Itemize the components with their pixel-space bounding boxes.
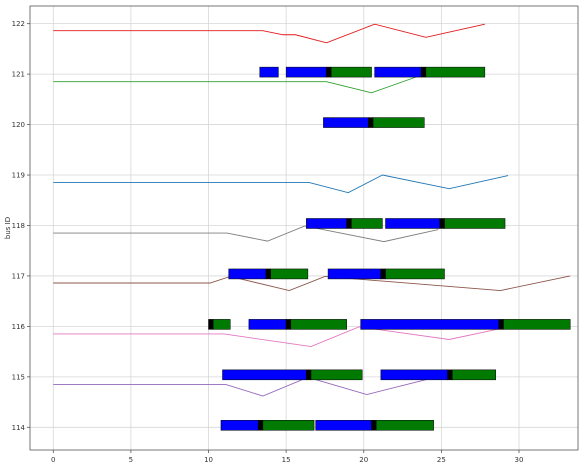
series-line-5 — [53, 275, 571, 292]
gantt-bar-marker — [371, 420, 377, 431]
gantt-bar-secondary — [310, 369, 363, 381]
y-tick-label: 122 — [12, 20, 25, 28]
y-tick-label: 114 — [12, 424, 26, 432]
y-tick-label: 115 — [12, 373, 25, 381]
bar-layer — [208, 66, 571, 431]
gantt-bar-secondary — [262, 420, 315, 431]
gantt-bar-marker — [265, 268, 271, 280]
x-tick-label: 5 — [129, 456, 133, 464]
gantt-bar-secondary — [385, 268, 445, 280]
gantt-bar-secondary — [375, 420, 434, 431]
gantt-bar-primary — [327, 268, 382, 280]
gantt-bar-primary — [374, 66, 422, 78]
gantt-bar-marker — [380, 268, 386, 280]
gantt-bar-secondary — [372, 117, 425, 128]
gantt-bar-primary — [285, 66, 327, 78]
x-tick-label: 10 — [204, 456, 213, 464]
gantt-bar-primary — [222, 369, 307, 381]
x-tick-label: 20 — [359, 456, 368, 464]
gantt-bar-primary — [259, 66, 279, 78]
gantt-bar-secondary — [330, 66, 372, 78]
gantt-bar-primary — [360, 319, 500, 330]
gantt-bar-primary — [306, 218, 347, 229]
series-line-1 — [53, 23, 485, 44]
tick-layer: 0 5 10 15 20 25 30 114 115 116 117 118 119 120 121 122 — [12, 20, 524, 464]
series-line-3 — [53, 174, 509, 194]
gantt-bar-marker — [306, 369, 312, 381]
gantt-bar-marker — [447, 369, 453, 381]
y-tick-label: 120 — [12, 121, 25, 129]
y-tick-label: 116 — [12, 323, 26, 331]
y-tick-label: 119 — [12, 172, 25, 180]
gantt-bar-primary — [228, 268, 267, 280]
gantt-bar-secondary — [444, 218, 506, 229]
series-line-7 — [53, 376, 436, 397]
y-axis-label: bus ID — [4, 217, 12, 239]
gantt-bar-secondary — [270, 268, 309, 280]
gantt-bar-secondary — [452, 369, 496, 381]
gantt-bar-marker — [208, 319, 214, 330]
gantt-bar-marker — [326, 66, 332, 78]
gantt-bar-secondary — [425, 66, 486, 78]
gantt-bar-marker — [439, 218, 445, 229]
y-tick-label: 121 — [12, 71, 25, 79]
y-tick-label: 117 — [12, 272, 25, 280]
gantt-bar-primary — [220, 420, 259, 431]
plot-frame — [29, 5, 579, 451]
series-layer — [53, 23, 571, 397]
gantt-bar-marker — [368, 117, 374, 128]
gantt-bar-secondary — [290, 319, 347, 330]
gantt-bar-marker — [285, 319, 292, 330]
y-tick-label: 118 — [12, 222, 25, 230]
gantt-bar-primary — [380, 369, 448, 381]
x-tick-label: 0 — [51, 456, 55, 464]
gantt-bar-marker — [498, 319, 504, 330]
gantt-bar-primary — [248, 319, 287, 330]
gantt-bar-secondary — [351, 218, 383, 229]
x-tick-label: 25 — [437, 456, 446, 464]
gantt-bar-marker — [257, 420, 264, 431]
gantt-bar-marker — [346, 218, 352, 229]
gantt-bar-primary — [323, 117, 369, 128]
gantt-bar-marker — [420, 66, 427, 78]
x-tick-label: 15 — [282, 456, 291, 464]
gantt-bar-secondary — [503, 319, 571, 330]
gantt-bar-primary — [385, 218, 441, 229]
series-line-4 — [53, 225, 439, 243]
series-line-6 — [53, 326, 509, 348]
x-tick-label: 30 — [515, 456, 524, 464]
series-line-2 — [53, 74, 423, 94]
gantt-bar-primary — [315, 420, 372, 431]
gantt-bar-secondary — [212, 319, 231, 330]
